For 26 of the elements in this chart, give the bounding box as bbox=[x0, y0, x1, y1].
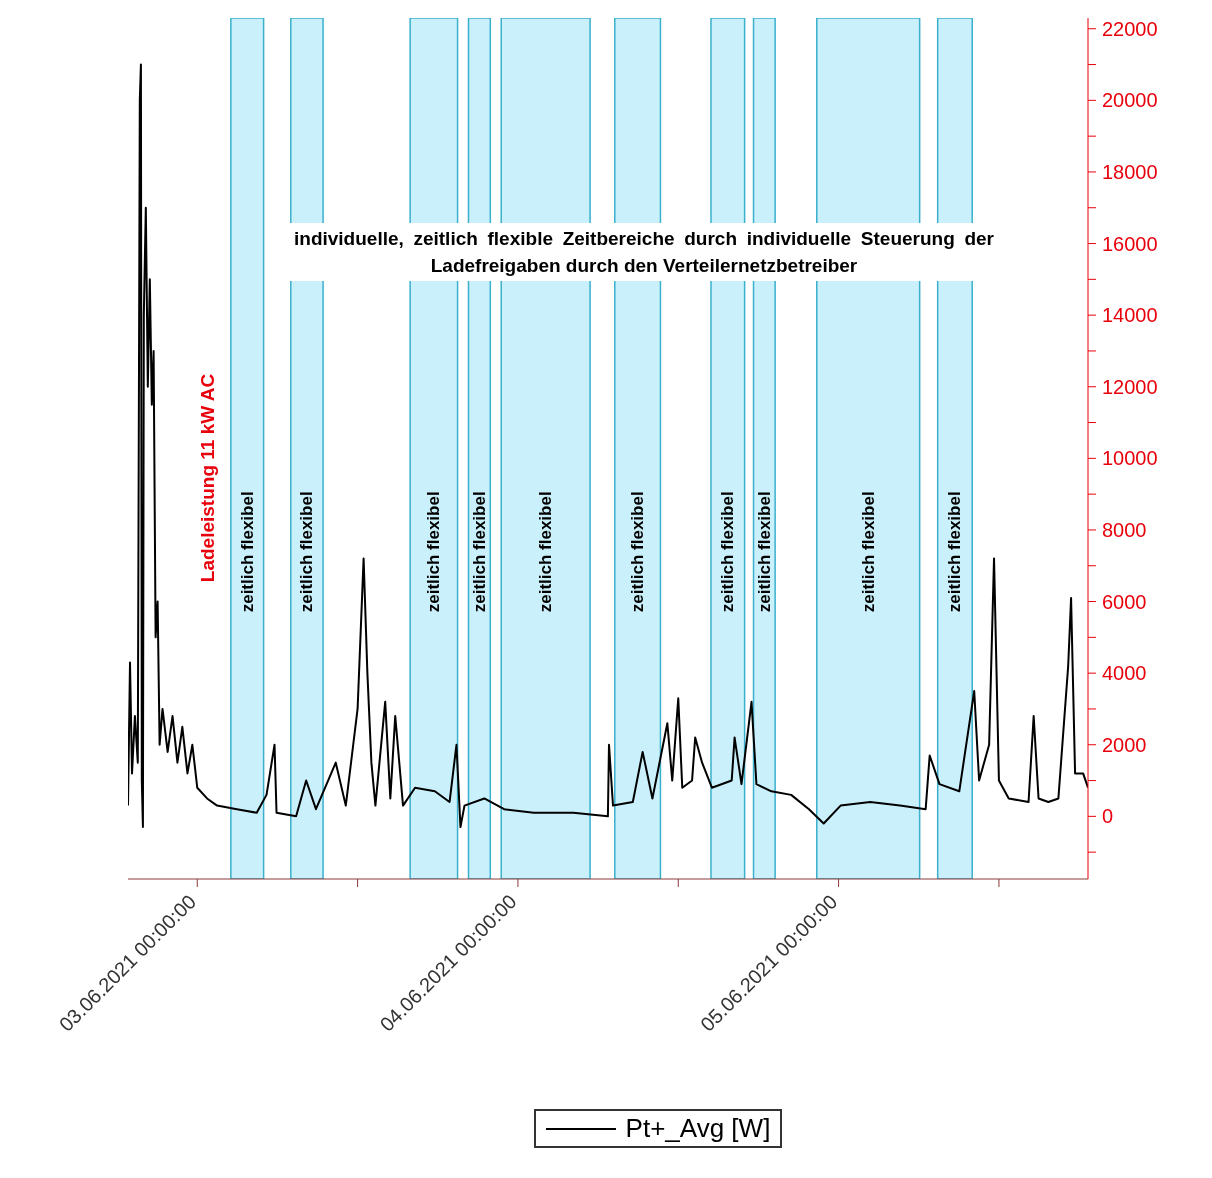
y-tick-label: 18000 bbox=[1102, 160, 1158, 183]
band-label: zeitlich flexibel bbox=[718, 491, 738, 613]
band-label: zeitlich flexibel bbox=[469, 491, 489, 613]
y-tick-label: 10000 bbox=[1102, 447, 1158, 470]
band-label: zeitlich flexibel bbox=[297, 491, 317, 613]
annotation: individuelle, zeitlich flexible Zeitbereiche durch individuelle Steuerung der Ladefreigaben durch den Verteilernetzbetreiber bbox=[288, 223, 1000, 281]
band-label: zeitlich flexibel bbox=[424, 491, 444, 613]
y-axis-title: Ladeleistung 11 kW AC bbox=[197, 373, 219, 583]
y-tick-label: 6000 bbox=[1102, 590, 1147, 613]
y-tick-label: 0 bbox=[1102, 805, 1114, 828]
band-label: zeitlich flexibel bbox=[237, 491, 257, 613]
y-tick-label: 14000 bbox=[1102, 304, 1158, 327]
legend-label: Pt+_Avg [W] bbox=[625, 1113, 771, 1144]
line-series bbox=[128, 63, 1088, 829]
y-tick-label: 16000 bbox=[1102, 232, 1158, 255]
y-tick-label: 12000 bbox=[1102, 375, 1158, 398]
band-label: zeitlich flexibel bbox=[754, 491, 774, 613]
band-label: zeitlich flexibel bbox=[628, 491, 648, 613]
band-label: zeitlich flexibel bbox=[858, 491, 878, 613]
y-tick-label: 4000 bbox=[1102, 662, 1147, 685]
y-tick-label: 20000 bbox=[1102, 89, 1158, 112]
y-tick-label: 8000 bbox=[1102, 518, 1147, 541]
band-label: zeitlich flexibel bbox=[536, 491, 556, 613]
y-tick-label: 22000 bbox=[1102, 17, 1158, 40]
y-tick-label: 2000 bbox=[1102, 733, 1147, 756]
band-label: zeitlich flexibel bbox=[945, 491, 965, 613]
